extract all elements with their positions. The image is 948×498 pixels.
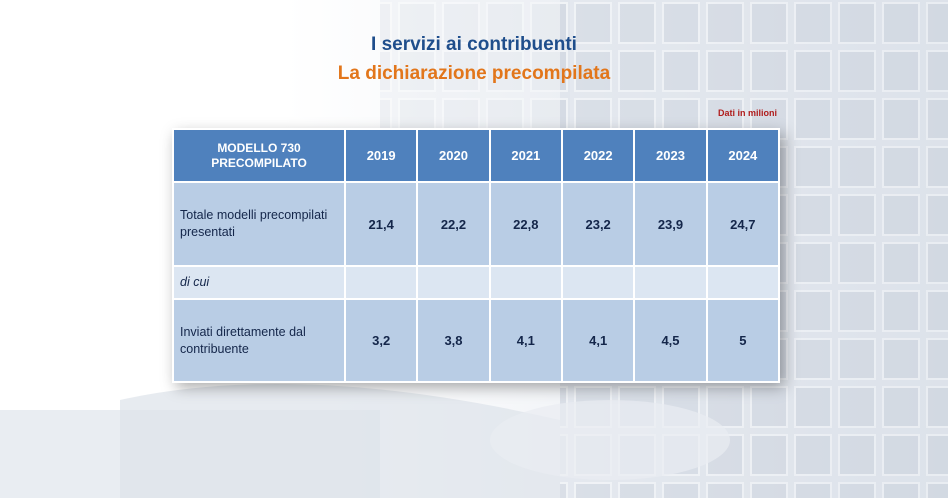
- table-row: Totale modelli precompilati presentati 2…: [172, 181, 781, 267]
- table-cell: 3,8: [416, 298, 491, 383]
- column-header: 2020: [416, 128, 491, 183]
- table-cell: [416, 265, 491, 300]
- table-cell: 5: [705, 298, 781, 383]
- table-header-row: MODELLO 730 PRECOMPILATO 2019 2020 2021 …: [172, 128, 781, 183]
- table-cell: 23,2: [560, 181, 636, 267]
- table-cell: 24,7: [705, 181, 781, 267]
- table-cell: [560, 265, 636, 300]
- column-header: 2024: [705, 128, 781, 183]
- column-header: MODELLO 730 PRECOMPILATO: [172, 128, 346, 183]
- column-header: 2022: [560, 128, 636, 183]
- table-cell: [343, 265, 419, 300]
- table-cell: 21,4: [343, 181, 419, 267]
- table-cell: [488, 265, 563, 300]
- table-cell: 4,5: [633, 298, 708, 383]
- column-header: 2021: [488, 128, 563, 183]
- row-label: di cui: [172, 265, 346, 300]
- column-header: 2023: [633, 128, 708, 183]
- units-note: Dati in milioni: [717, 108, 777, 118]
- row-label: Totale modelli precompilati presentati: [172, 181, 346, 267]
- table-cell: 4,1: [560, 298, 636, 383]
- row-label: Inviati direttamente dal contribuente: [172, 298, 346, 383]
- data-table-container: MODELLO 730 PRECOMPILATO 2019 2020 2021 …: [172, 128, 781, 383]
- page-subtitle: La dichiarazione precompilata: [337, 63, 611, 84]
- table-cell: 23,9: [633, 181, 708, 267]
- table-row: Inviati direttamente dal contribuente 3,…: [172, 298, 781, 383]
- table-cell: 22,2: [416, 181, 491, 267]
- table-row: di cui: [172, 265, 781, 300]
- table-cell: 4,1: [488, 298, 563, 383]
- table-cell: 3,2: [343, 298, 419, 383]
- column-header: 2019: [343, 128, 419, 183]
- table-cell: 22,8: [488, 181, 563, 267]
- table-cell: [705, 265, 781, 300]
- data-table: MODELLO 730 PRECOMPILATO 2019 2020 2021 …: [172, 128, 781, 383]
- page-title: I servizi ai contribuenti: [371, 34, 577, 55]
- table-cell: [633, 265, 708, 300]
